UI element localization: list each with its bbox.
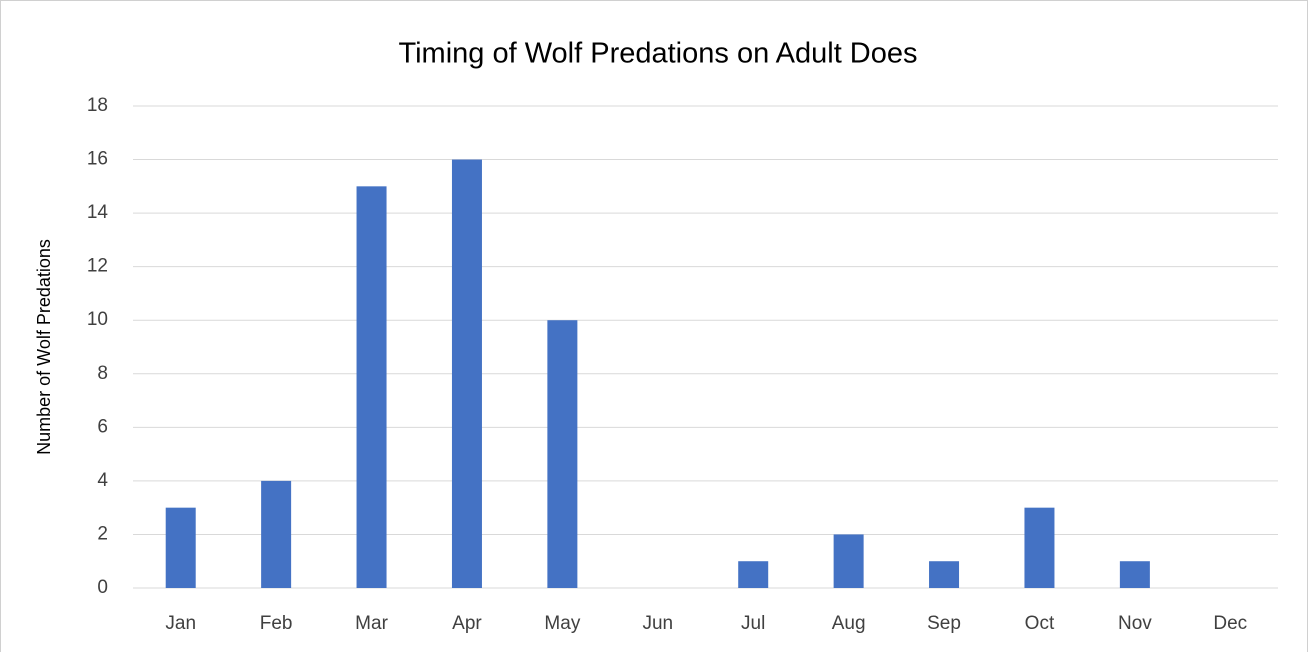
y-tick-label: 10 [87, 309, 108, 330]
y-axis-label: Number of Wolf Predations [34, 239, 54, 455]
bar [356, 186, 387, 589]
y-tick-label: 2 [97, 523, 108, 544]
y-tick-label: 0 [97, 577, 108, 598]
y-tick-label: 18 [87, 95, 108, 116]
x-tick-label: Mar [355, 613, 388, 634]
y-tick-label: 6 [97, 416, 108, 437]
x-tick-label: Jan [165, 613, 196, 634]
y-tick-label: 12 [87, 256, 108, 277]
y-tick-label: 16 [87, 149, 108, 170]
bar [1024, 507, 1055, 588]
bar [738, 561, 769, 588]
y-tick-label: 14 [87, 202, 109, 223]
bar [261, 480, 292, 588]
x-tick-label: Jun [642, 613, 673, 634]
x-tick-label: Dec [1213, 613, 1247, 634]
x-tick-label: Apr [452, 613, 482, 634]
bar [929, 561, 960, 588]
y-tick-label: 4 [97, 470, 108, 491]
bar [833, 534, 864, 588]
x-tick-label: Jul [741, 613, 765, 634]
bar [547, 320, 578, 588]
x-tick-label: Sep [927, 613, 961, 634]
x-tick-label: Nov [1118, 613, 1152, 634]
bar [1119, 561, 1150, 588]
chart-title: Timing of Wolf Predations on Adult Does [398, 38, 917, 70]
x-tick-label: Feb [260, 613, 293, 634]
bar [165, 507, 196, 588]
x-tick-label: May [544, 613, 580, 634]
y-tick-label: 8 [97, 363, 108, 384]
x-tick-label: Aug [832, 613, 866, 634]
x-tick-label: Oct [1025, 613, 1055, 634]
bar [451, 159, 482, 589]
